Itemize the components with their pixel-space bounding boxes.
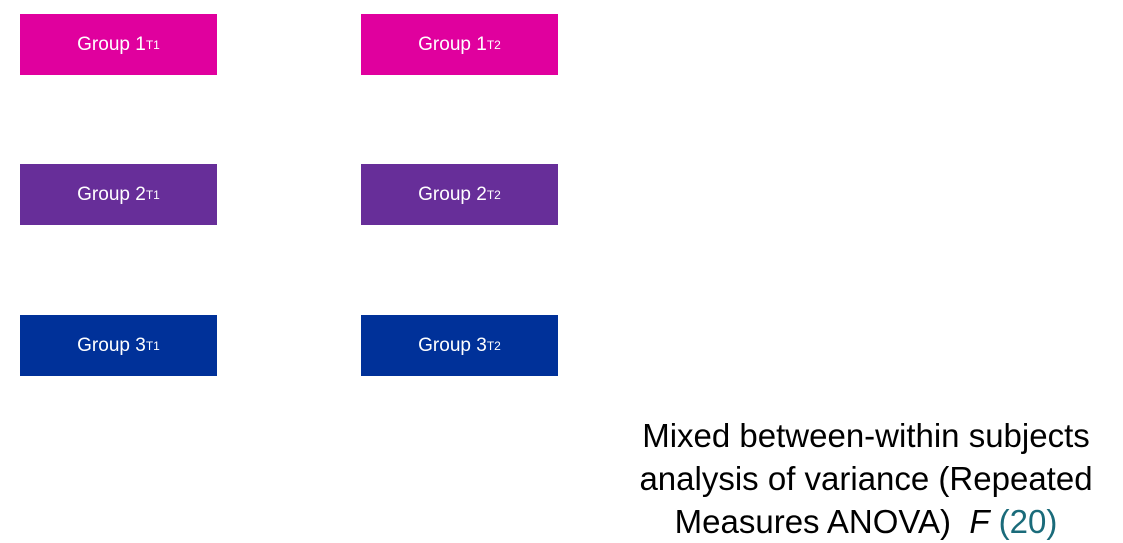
- analysis-caption: Mixed between-within subjects analysis o…: [596, 414, 1123, 543]
- group-1-t1-box: Group 1 T1: [20, 14, 217, 75]
- group-3-t2-label: Group 3: [418, 334, 487, 356]
- group-3-t2-box: Group 3 T2: [361, 315, 558, 376]
- group-2-t1-label: Group 2: [77, 183, 146, 205]
- group-2-t2-box: Group 2 T2: [361, 164, 558, 225]
- caption-line-1: Mixed between-within subjects: [642, 417, 1090, 454]
- caption-line-3: Measures ANOVA) F (20): [596, 500, 1123, 543]
- group-3-t1-label: Group 3: [77, 334, 146, 356]
- group-2-t1-box: Group 2 T1: [20, 164, 217, 225]
- caption-line-3-text: Measures ANOVA): [674, 503, 951, 540]
- group-1-t2-label: Group 1: [418, 33, 487, 55]
- group-3-t1-box: Group 3 T1: [20, 315, 217, 376]
- f-statistic-value: (20): [998, 503, 1058, 540]
- caption-line-2: analysis of variance (Repeated: [639, 460, 1093, 497]
- group-2-t2-label: Group 2: [418, 183, 487, 205]
- f-statistic-symbol: F: [969, 503, 990, 540]
- group-1-t1-label: Group 1: [77, 33, 146, 55]
- group-1-t2-box: Group 1 T2: [361, 14, 558, 75]
